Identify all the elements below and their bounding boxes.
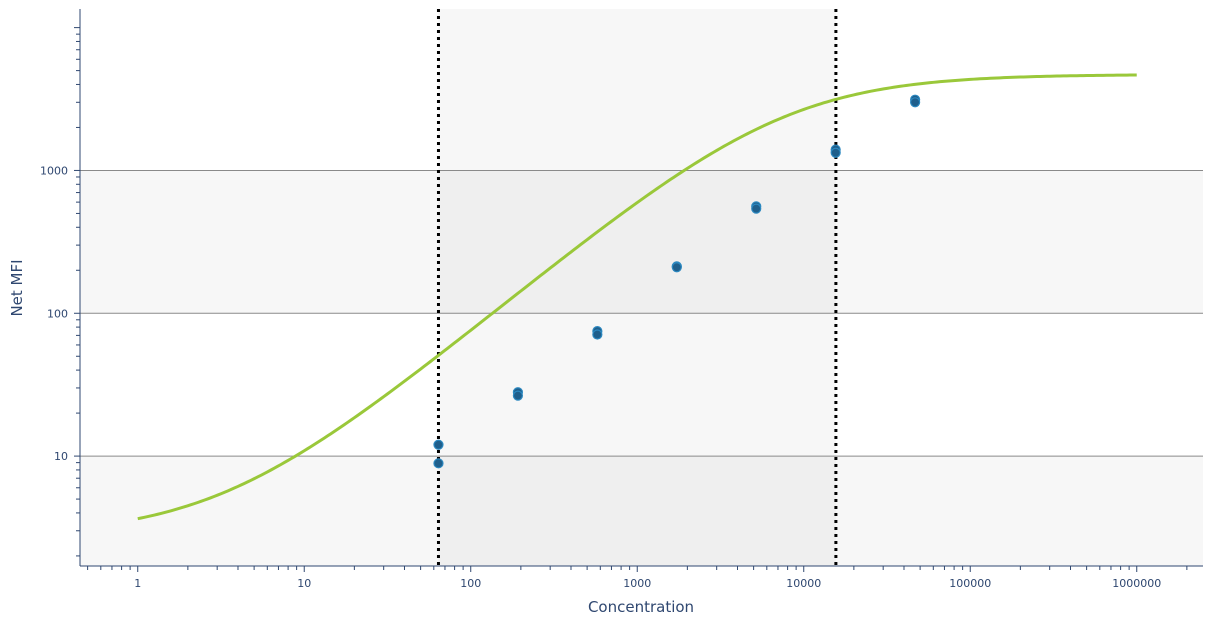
x-tick-label: 1000000 [1112, 577, 1161, 590]
fit-curve-layer [137, 73, 1137, 521]
tick-labels: 1 10 100 1000 10000 100000 1000000 10 100 1000 [40, 164, 1161, 590]
y-tick-label: 10 [54, 450, 68, 463]
data-point [592, 329, 603, 340]
data-point [671, 262, 682, 273]
range-limit-lines [436, 9, 838, 566]
x-tick-label: 1 [134, 577, 141, 590]
range-shading [438, 9, 835, 566]
plot-band [80, 170, 1203, 314]
y-axis-title: Net MFI [8, 259, 26, 316]
y-tick-label: 100 [47, 307, 68, 320]
x-tick-label: 100 [460, 577, 481, 590]
x-tick-label: 100000 [949, 577, 991, 590]
data-point [433, 458, 444, 469]
data-point [910, 97, 921, 108]
gridlines [80, 169, 1203, 457]
data-point [433, 439, 444, 450]
x-tick-label: 1000 [623, 577, 651, 590]
data-points-layer [433, 94, 921, 469]
x-tick-label: 10000 [786, 577, 821, 590]
fit-curve [137, 73, 1137, 521]
data-point [830, 147, 841, 158]
x-axis-title: Concentration [588, 598, 694, 616]
x-tick-label: 10 [297, 577, 311, 590]
plot-band [80, 456, 1203, 566]
data-point [751, 203, 762, 214]
axes [74, 9, 1203, 572]
data-point [512, 390, 524, 401]
y-tick-label: 1000 [40, 164, 68, 177]
